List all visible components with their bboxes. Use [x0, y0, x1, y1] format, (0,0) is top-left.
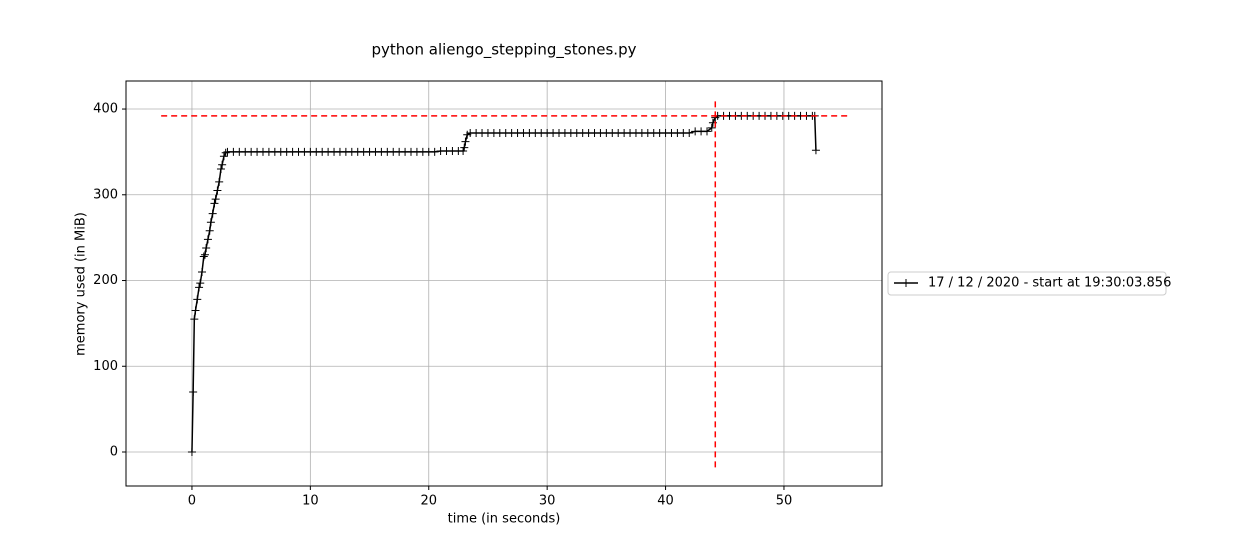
x-tick-label: 10: [302, 494, 319, 509]
x-axis-label: time (in seconds): [448, 512, 561, 527]
y-tick-label: 200: [93, 273, 118, 288]
data-marker: [211, 195, 220, 204]
data-marker: [685, 129, 694, 138]
data-marker: [461, 137, 470, 146]
y-tick-label: 300: [93, 187, 118, 202]
x-tick-label: 20: [420, 494, 437, 509]
data-marker: [460, 143, 469, 152]
data-marker: [206, 218, 215, 227]
y-tick-label: 100: [93, 359, 118, 374]
data-marker: [215, 177, 224, 186]
data-marker: [219, 152, 228, 161]
data-marker: [703, 127, 712, 136]
x-tick-label: 0: [188, 494, 196, 509]
data-line: [191, 115, 817, 453]
data-marker: [216, 165, 225, 174]
data-marker: [218, 160, 227, 169]
y-tick-label: 400: [93, 102, 118, 117]
data-marker: [199, 252, 208, 261]
data-marker: [707, 123, 716, 132]
data-marker: [205, 226, 214, 235]
data-marker: [811, 146, 820, 155]
data-marker: [193, 295, 202, 304]
data-marker: [198, 267, 207, 276]
y-tick-label: 0: [110, 445, 118, 460]
data-marker: [189, 387, 198, 396]
data-marker: [195, 283, 204, 292]
data-marker: [187, 448, 196, 457]
data-marker: [430, 147, 439, 156]
x-tick-label: 40: [657, 494, 674, 509]
data-marker: [196, 279, 205, 288]
data-marker: [202, 243, 211, 252]
data-marker: [190, 315, 199, 324]
y-axis-label: memory used (in MiB): [74, 212, 89, 356]
legend-box: [887, 271, 1167, 296]
legend-label: 17 / 12 / 2020 - start at 19:30:03.856: [928, 276, 1171, 291]
data-marker: [200, 250, 209, 259]
data-marker: [208, 209, 217, 218]
x-tick-label: 50: [776, 494, 793, 509]
data-marker: [459, 147, 468, 156]
data-marker: [210, 199, 219, 208]
x-tick-label: 30: [539, 494, 556, 509]
chart-title: python aliengo_stepping_stones.py: [372, 41, 637, 60]
data-marker: [191, 306, 200, 315]
plot-frame: [125, 80, 883, 487]
data-marker: [203, 235, 212, 244]
legend-marker: [902, 279, 910, 287]
data-marker: [221, 148, 230, 157]
data-marker: [213, 186, 222, 195]
